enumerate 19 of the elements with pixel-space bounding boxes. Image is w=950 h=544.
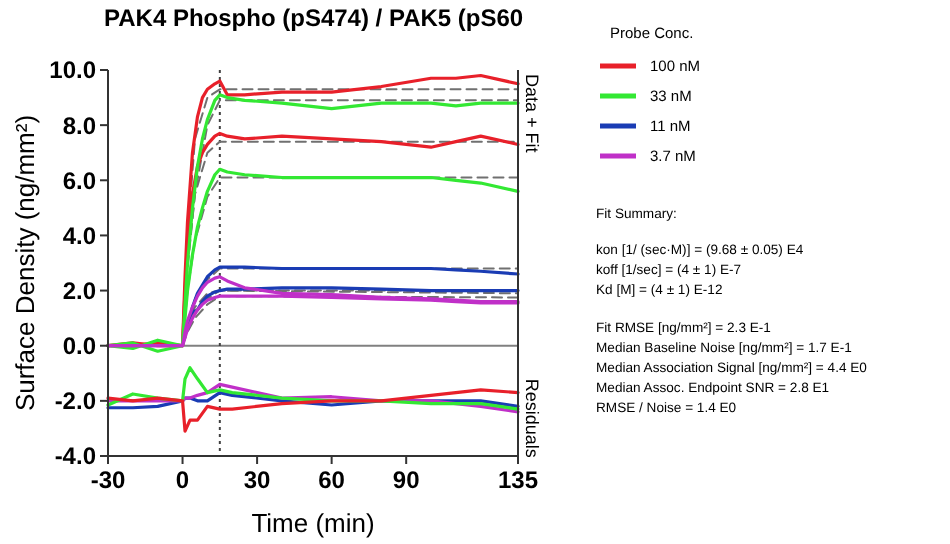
- x-tick-label: 30: [243, 466, 272, 494]
- text: Residuals: [522, 378, 542, 459]
- x-tick-label: 90: [392, 466, 421, 494]
- text: Data + Fit: [522, 74, 542, 154]
- x-axis-title: Time (min): [251, 508, 375, 538]
- y-tick-label: -4.0: [54, 442, 97, 471]
- y-tick-label: 0.0: [62, 332, 97, 361]
- x-tick-label: 135: [497, 466, 539, 494]
- y-tick-label: 6.0: [62, 166, 97, 195]
- x-tick-label: 60: [318, 466, 346, 494]
- x-tick-label: -30: [90, 466, 126, 494]
- y-tick-label: 10.0: [49, 56, 97, 85]
- y-tick-label: 2.0: [62, 276, 97, 305]
- x-tick-label: 0: [175, 466, 190, 494]
- chart-title: PAK4 Phospho (pS474) / PAK5 (pS60: [104, 4, 524, 32]
- y-tick-label: -2.0: [54, 387, 97, 416]
- y-axis-title: Surface Density (ng/mm²): [10, 114, 40, 412]
- y-tick-label: 4.0: [62, 221, 97, 250]
- y-tick-label: 8.0: [62, 111, 97, 140]
